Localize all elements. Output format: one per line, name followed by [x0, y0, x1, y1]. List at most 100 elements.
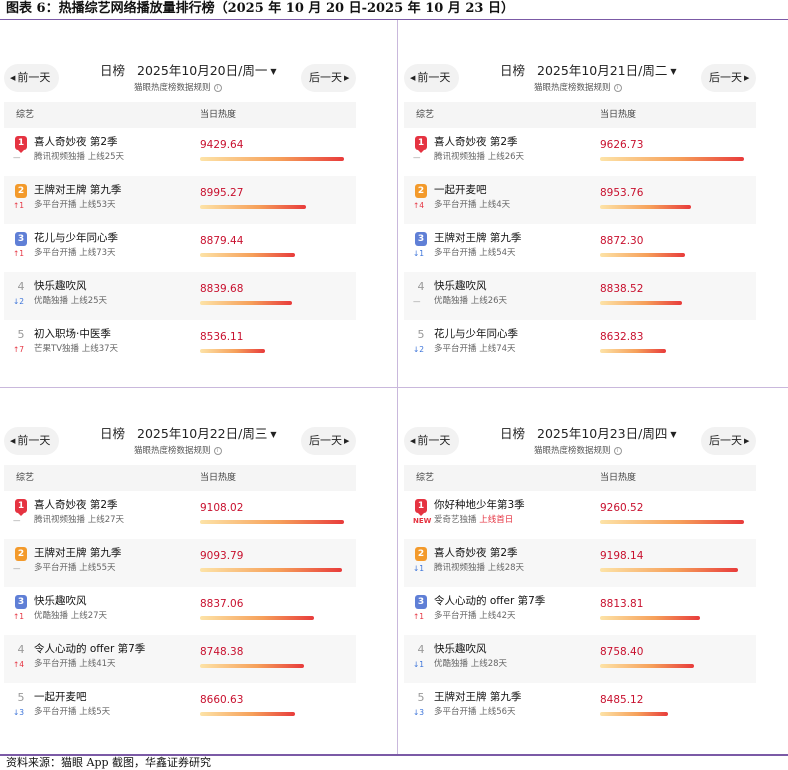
show-name[interactable]: 花儿与少年同心季: [34, 232, 118, 244]
date-selector[interactable]: 日榜 2025年10月20日/周一 ▼: [100, 63, 277, 80]
date-selector[interactable]: 日榜 2025年10月23日/周四 ▼: [500, 426, 677, 443]
show-name[interactable]: 王牌对王牌 第九季: [434, 691, 522, 703]
ranking-table: 综艺 当日热度 1 NEW 你好种地少年第3季 爱奇艺独播 上线首日 9260.52 2 ↓1 喜…: [404, 465, 756, 731]
table-row[interactable]: 3 ↑1 花儿与少年同心季 多平台开播 上线73天 8879.44: [4, 224, 356, 272]
show-name[interactable]: 喜人奇妙夜 第2季: [434, 136, 518, 148]
show-name[interactable]: 一起开麦吧: [34, 691, 87, 703]
show-name[interactable]: 王牌对王牌 第九季: [34, 547, 122, 559]
rank-badge: 5: [417, 328, 425, 341]
table-row[interactable]: 4 — 快乐趣吹风 优酷独播 上线26天 8838.52: [404, 272, 756, 320]
show-meta: 优酷独播 上线28天: [434, 658, 507, 670]
ranking-table: 综艺 当日热度 1— 喜人奇妙夜 第2季 腾讯视频独播 上线26天 9626.73 2 ↑4 一…: [404, 102, 756, 368]
table-row[interactable]: 1— 喜人奇妙夜 第2季 腾讯视频独播 上线27天 9108.02: [4, 491, 356, 539]
heat-bar: [200, 205, 306, 209]
prev-day-label: 前一天: [17, 434, 51, 447]
table-row[interactable]: 3 ↑1 快乐趣吹风 优酷独播 上线27天 8837.06: [4, 587, 356, 635]
caret-down-icon[interactable]: ▼: [670, 66, 677, 76]
date-label: 2025年10月21日/周二: [537, 63, 668, 78]
table-row[interactable]: 3 ↑1 令人心动的 offer 第7季 多平台开播 上线42天 8813.81: [404, 587, 756, 635]
show-meta-text: 优酷独播 上线26天: [434, 296, 508, 306]
show-meta: 腾讯视频独播 上线27天: [34, 514, 124, 526]
show-name[interactable]: 喜人奇妙夜 第2季: [34, 499, 118, 511]
date-selector[interactable]: 日榜 2025年10月21日/周二 ▼: [500, 63, 677, 80]
show-name[interactable]: 快乐趣吹风: [434, 643, 487, 655]
show-meta-text: 多平台开播 上线56天: [434, 707, 516, 717]
table-row[interactable]: 1— 喜人奇妙夜 第2季 腾讯视频独播 上线25天 9429.64: [4, 128, 356, 176]
data-rule-link[interactable]: 猫眼热度榜数据规则 i: [534, 445, 622, 457]
show-name[interactable]: 快乐趣吹风: [34, 280, 87, 292]
show-name[interactable]: 快乐趣吹风: [434, 280, 487, 292]
show-meta: 多平台开播 上线5天: [34, 706, 110, 718]
table-row[interactable]: 2 ↓1 喜人奇妙夜 第2季 腾讯视频独播 上线28天 9198.14: [404, 539, 756, 587]
table-row[interactable]: 2 ↑4 一起开麦吧 多平台开播 上线4天 8953.76: [404, 176, 756, 224]
show-name[interactable]: 你好种地少年第3季: [434, 499, 525, 511]
show-meta-text: 腾讯视频独播 上线25天: [34, 152, 125, 162]
table-row[interactable]: 3 ↓1 王牌对王牌 第九季 多平台开播 上线54天 8872.30: [404, 224, 756, 272]
date-selector[interactable]: 日榜 2025年10月22日/周三 ▼: [100, 426, 277, 443]
caret-down-icon[interactable]: ▼: [270, 66, 277, 76]
caret-down-icon[interactable]: ▼: [270, 429, 277, 439]
show-name[interactable]: 花儿与少年同心季: [434, 328, 518, 340]
caret-down-icon[interactable]: ▼: [670, 429, 677, 439]
rank-badge: 3: [415, 595, 427, 609]
show-meta: 多平台开播 上线73天: [34, 247, 116, 259]
prev-day-button[interactable]: ◀ 前一天: [4, 64, 59, 92]
prev-day-button[interactable]: ◀ 前一天: [4, 427, 59, 455]
heat-bar: [600, 205, 691, 209]
data-rule-link[interactable]: 猫眼热度榜数据规则 i: [134, 82, 222, 94]
table-row[interactable]: 4 ↑4 令人心动的 offer 第7季 多平台开播 上线41天 8748.38: [4, 635, 356, 683]
info-icon: i: [613, 83, 622, 92]
heat-value: 9260.52: [600, 502, 644, 514]
rank-change: —: [13, 153, 21, 162]
show-name[interactable]: 初入职场·中医季: [34, 328, 111, 340]
table-row[interactable]: 5 ↓3 王牌对王牌 第九季 多平台开播 上线56天 8485.12: [404, 683, 756, 731]
rank-change: ↓1: [413, 660, 425, 669]
data-rule-link[interactable]: 猫眼热度榜数据规则 i: [534, 82, 622, 94]
show-name[interactable]: 令人心动的 offer 第7季: [434, 595, 546, 607]
triangle-right-icon: ▶: [344, 437, 350, 445]
show-name[interactable]: 喜人奇妙夜 第2季: [34, 136, 118, 148]
prev-day-button[interactable]: ◀ 前一天: [404, 427, 459, 455]
table-row[interactable]: 5 ↓2 花儿与少年同心季 多平台开播 上线74天 8632.83: [404, 320, 756, 368]
date-label: 2025年10月22日/周三: [137, 426, 268, 441]
prev-day-label: 前一天: [417, 71, 451, 84]
show-meta: 多平台开播 上线55天: [34, 562, 116, 574]
data-rule-text: 猫眼热度榜数据规则: [134, 83, 211, 93]
data-rule-link[interactable]: 猫眼热度榜数据规则 i: [134, 445, 222, 457]
data-rule-text: 猫眼热度榜数据规则: [134, 446, 211, 456]
rank-change: —: [13, 564, 21, 573]
rank-change: ↓1: [413, 564, 425, 573]
next-day-button[interactable]: 后一天 ▶: [301, 427, 356, 455]
heat-value: 9198.14: [600, 550, 644, 562]
rank-change: ↑7: [13, 345, 25, 354]
show-name[interactable]: 王牌对王牌 第九季: [34, 184, 122, 196]
heat-bar: [200, 712, 295, 716]
next-day-button[interactable]: 后一天 ▶: [701, 64, 756, 92]
show-meta: 多平台开播 上线41天: [34, 658, 116, 670]
show-name[interactable]: 快乐趣吹风: [34, 595, 87, 607]
heat-value: 8632.83: [600, 331, 644, 343]
rank-badge: 3: [415, 232, 427, 246]
table-row[interactable]: 1— 喜人奇妙夜 第2季 腾讯视频独播 上线26天 9626.73: [404, 128, 756, 176]
table-row[interactable]: 2 ↑1 王牌对王牌 第九季 多平台开播 上线53天 8995.27: [4, 176, 356, 224]
show-name[interactable]: 王牌对王牌 第九季: [434, 232, 522, 244]
show-name[interactable]: 一起开麦吧: [434, 184, 487, 196]
table-row[interactable]: 1 NEW 你好种地少年第3季 爱奇艺独播 上线首日 9260.52: [404, 491, 756, 539]
table-row[interactable]: 2 — 王牌对王牌 第九季 多平台开播 上线55天 9093.79: [4, 539, 356, 587]
table-row[interactable]: 5 ↑7 初入职场·中医季 芒果TV独播 上线37天 8536.11: [4, 320, 356, 368]
show-name[interactable]: 喜人奇妙夜 第2季: [434, 547, 518, 559]
figure-title: 图表 6：热播综艺网络播放量排行榜（2025 年 10 月 20 日-2025 …: [0, 0, 788, 20]
rank-badge: 3: [15, 232, 27, 246]
table-row[interactable]: 5 ↓3 一起开麦吧 多平台开播 上线5天 8660.63: [4, 683, 356, 731]
next-day-button[interactable]: 后一天 ▶: [701, 427, 756, 455]
rank-change: ↑1: [413, 612, 425, 621]
heat-value: 8953.76: [600, 187, 644, 199]
heat-value: 8995.27: [200, 187, 244, 199]
table-row[interactable]: 4 ↓2 快乐趣吹风 优酷独播 上线25天 8839.68: [4, 272, 356, 320]
prev-day-button[interactable]: ◀ 前一天: [404, 64, 459, 92]
show-name[interactable]: 令人心动的 offer 第7季: [34, 643, 146, 655]
next-day-button[interactable]: 后一天 ▶: [301, 64, 356, 92]
show-meta-text: 腾讯视频独播 上线28天: [434, 563, 525, 573]
heat-bar: [600, 157, 744, 161]
table-row[interactable]: 4 ↓1 快乐趣吹风 优酷独播 上线28天 8758.40: [404, 635, 756, 683]
